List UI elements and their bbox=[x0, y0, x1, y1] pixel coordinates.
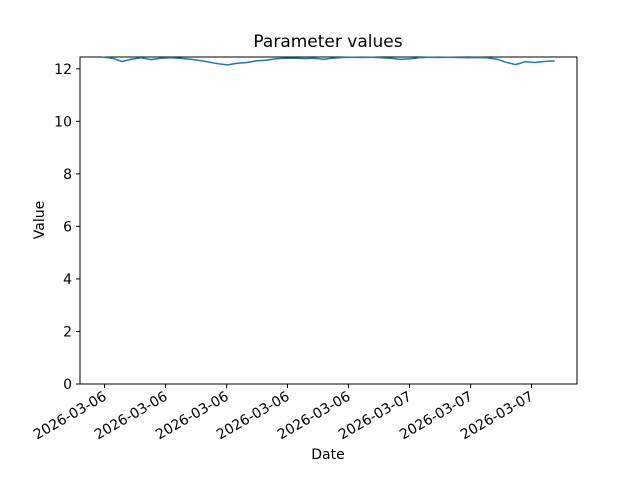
y-tick-label: 12 bbox=[54, 62, 72, 78]
y-tick-label: 6 bbox=[63, 219, 72, 235]
y-tick-label: 4 bbox=[63, 272, 72, 288]
y-axis-ticks: 0 2 4 6 8 10 12 bbox=[54, 62, 80, 393]
x-axis-label: Date bbox=[311, 447, 344, 463]
plot-area bbox=[79, 56, 578, 385]
y-tick-label: 0 bbox=[63, 377, 72, 393]
y-tick-label: 8 bbox=[63, 167, 72, 183]
y-tick-label: 10 bbox=[54, 114, 72, 130]
y-tick-label: 2 bbox=[63, 324, 72, 340]
chart-title: Parameter values bbox=[253, 32, 402, 52]
series-line bbox=[102, 56, 555, 66]
y-axis-label: Value bbox=[32, 201, 48, 239]
